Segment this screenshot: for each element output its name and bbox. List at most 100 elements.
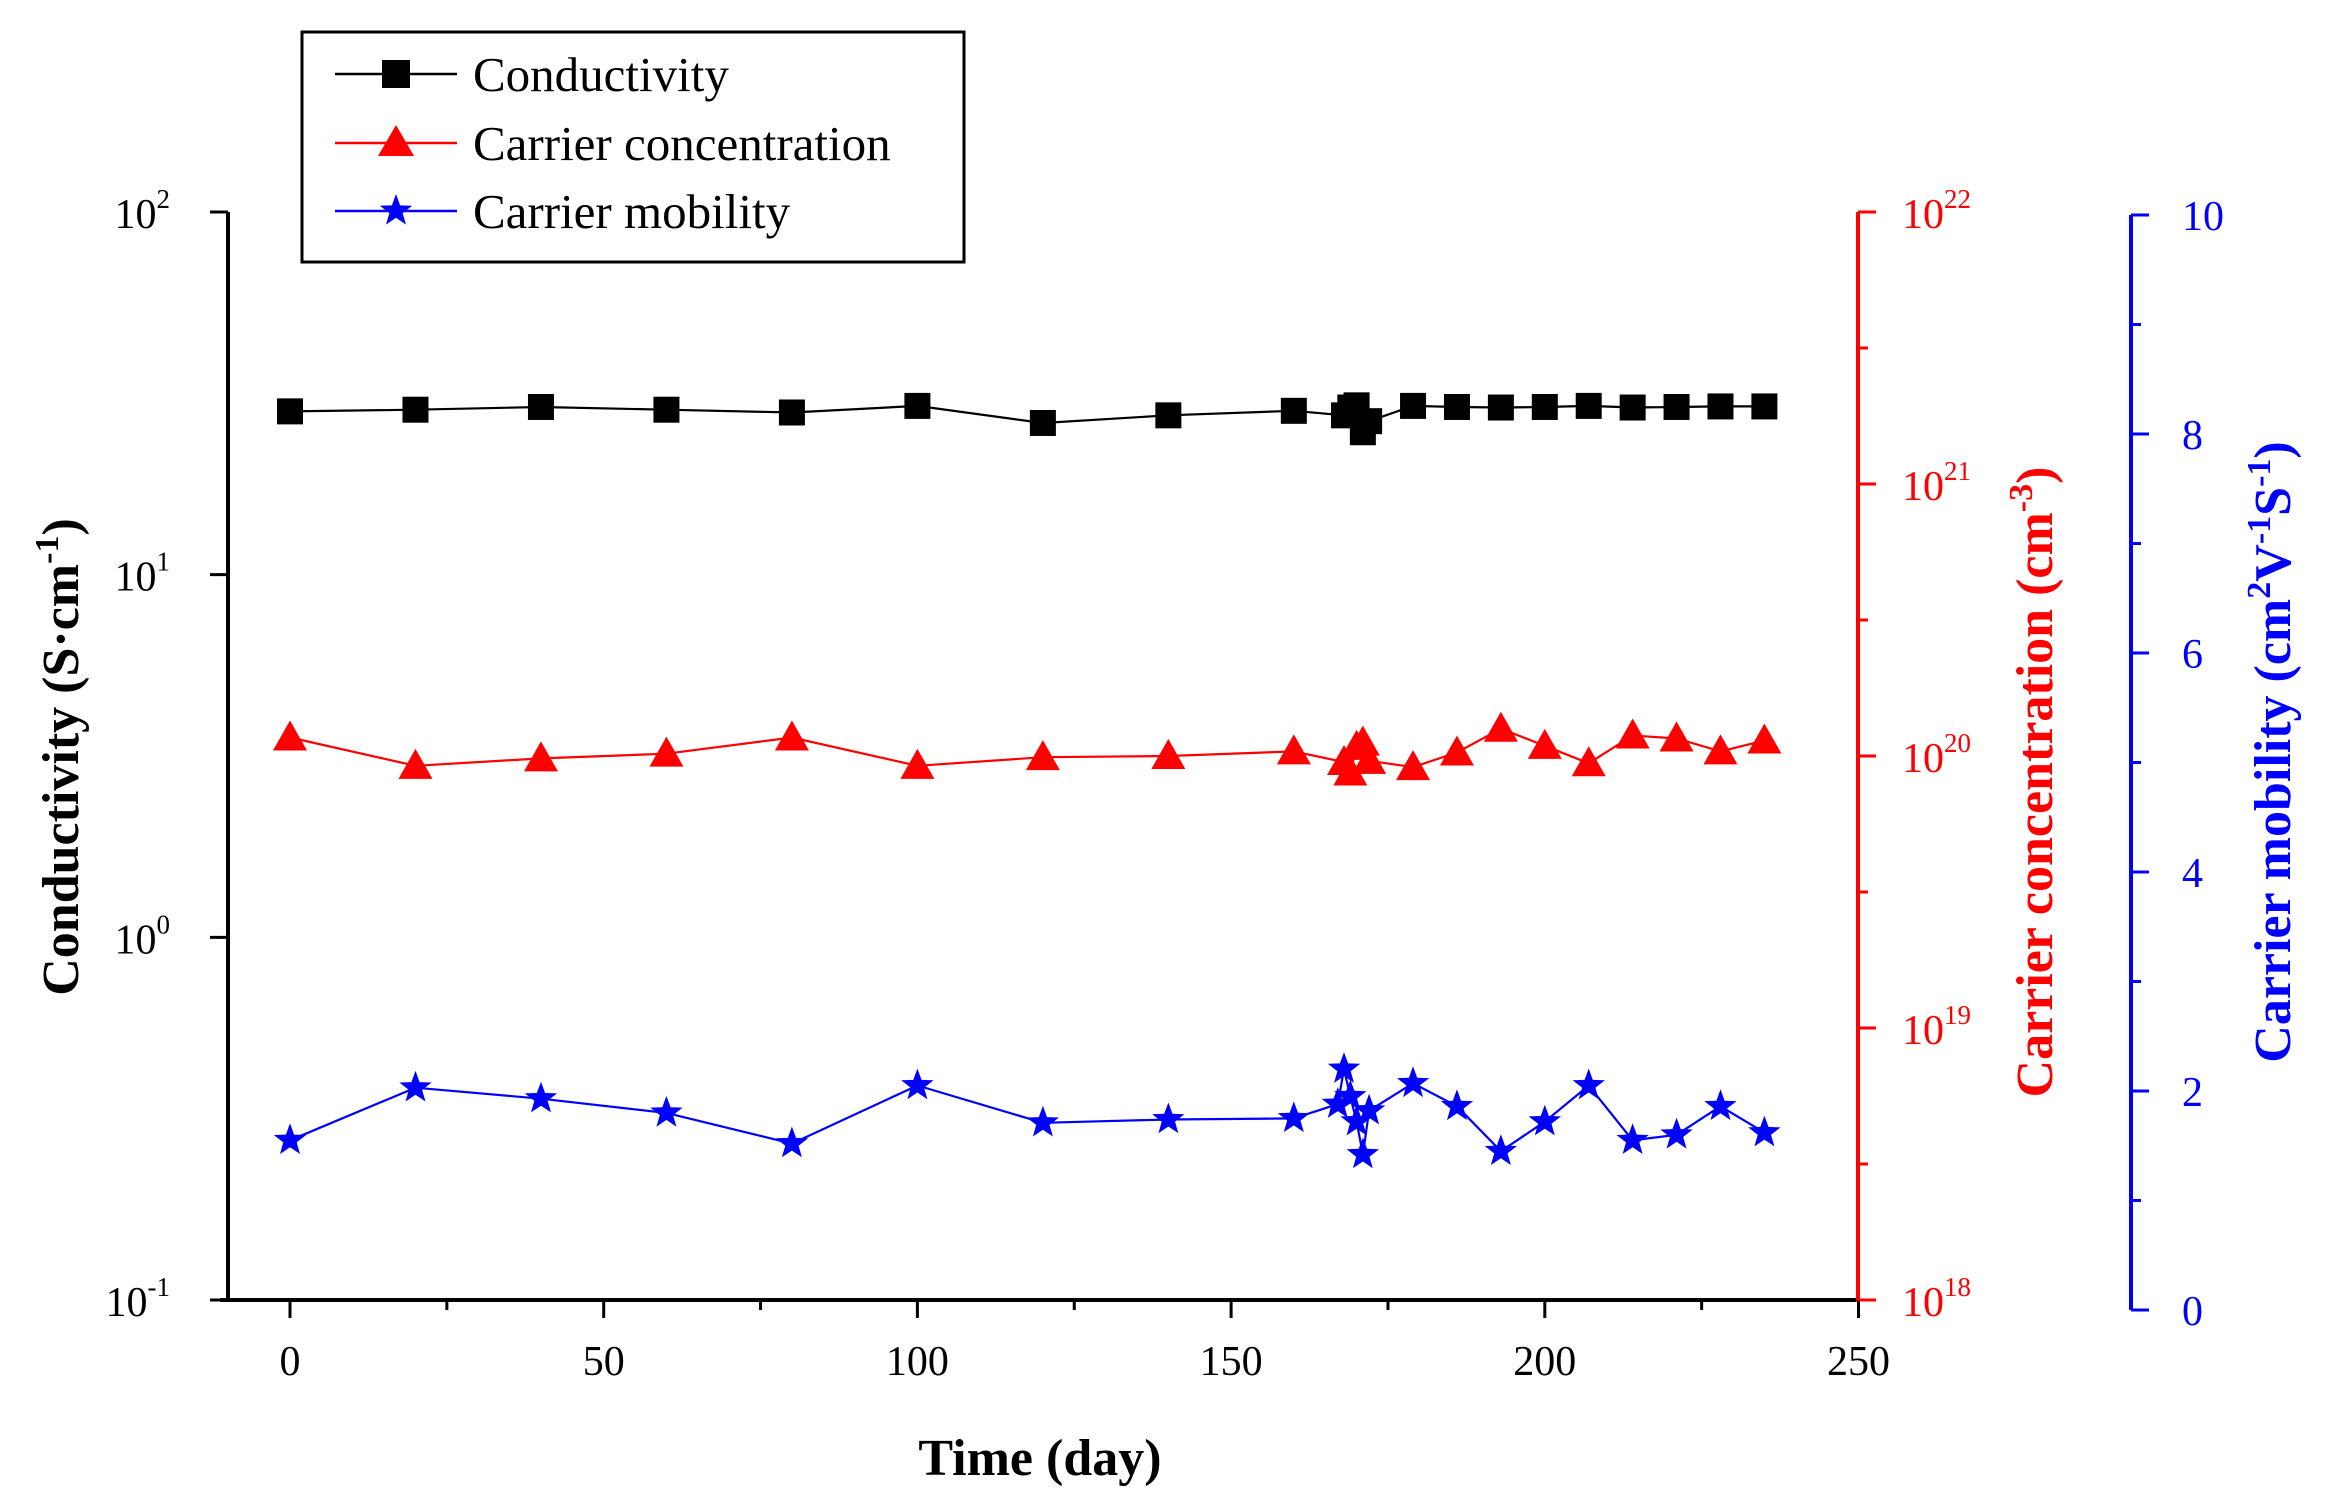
- mobility-point-4: [775, 1126, 809, 1158]
- legend-marker-mobility: [379, 194, 413, 225]
- mob-tick-label-6: 6: [2182, 632, 2203, 678]
- legend-marker-concentration: [378, 125, 414, 156]
- left-tick-exponent: 1: [157, 547, 171, 577]
- x-tick-label-250: 250: [1827, 1339, 1890, 1385]
- concentration-point-6: [1025, 740, 1060, 771]
- conc-tick-label-21: 1021: [1902, 456, 1971, 510]
- mobility-point-9: [1321, 1087, 1354, 1118]
- legend-label-concentration: Carrier concentration: [473, 116, 891, 171]
- mobility-point-2: [524, 1081, 558, 1113]
- x-tick-label-0: 0: [280, 1339, 301, 1385]
- conductivity-point-21: [1707, 393, 1734, 420]
- concentration-point-1: [398, 748, 433, 779]
- concentration-point-15: [1439, 735, 1474, 766]
- mobility-point-17: [1484, 1134, 1517, 1165]
- concentration-point-5: [900, 748, 935, 779]
- left-tick-label-1: 101: [115, 547, 171, 601]
- ticks-layer: 0 50 100 150 200 25010-1100101102101810191020…: [106, 184, 2225, 1385]
- conductivity-point-14: [1400, 392, 1427, 419]
- legend-marker-conductivity: [382, 60, 410, 88]
- series-2: [273, 1052, 1781, 1169]
- mob-tick-label-8: 8: [2182, 413, 2203, 459]
- series-0: [277, 392, 1778, 446]
- concentration-point-17: [1527, 728, 1562, 759]
- mobility-point-20: [1616, 1123, 1649, 1154]
- conc-tick-label-20: 1020: [1902, 728, 1971, 782]
- concentration-point-18: [1571, 746, 1606, 777]
- concentration-point-8: [1276, 734, 1311, 765]
- conductivity-point-19: [1619, 394, 1646, 421]
- mobility-point-8: [1277, 1101, 1310, 1133]
- conductivity-point-16: [1487, 394, 1514, 421]
- conductivity-point-8: [1280, 397, 1307, 424]
- concentration-point-13: [1352, 743, 1387, 774]
- mob-tick-label-0: 0: [2182, 1289, 2203, 1335]
- x-tick-label-100: 100: [886, 1339, 949, 1385]
- concentration-point-20: [1659, 721, 1694, 752]
- conductivity-point-17: [1531, 393, 1558, 420]
- conc-tick-exponent: 21: [1944, 456, 1971, 486]
- concentration-axis-title: Carrier concentration (cm-3): [2003, 467, 2064, 1098]
- mobility-point-6: [1026, 1105, 1059, 1137]
- legend-box: [300, 30, 966, 264]
- mobility-point-14: [1353, 1093, 1386, 1125]
- concentration-point-3: [649, 736, 684, 767]
- conductivity-point-20: [1663, 393, 1690, 420]
- mobility-point-23: [1748, 1115, 1781, 1147]
- conductivity-point-0: [277, 398, 303, 425]
- conductivity-point-7: [1155, 402, 1182, 429]
- series-1: [273, 711, 1782, 786]
- mobility-axis-title: Carrier mobility (cm2V-1S-1): [2241, 441, 2302, 1062]
- left-tick-label--1: 10-1: [106, 1272, 171, 1326]
- left-tick-label-0: 100: [115, 909, 171, 963]
- concentration-point-2: [523, 741, 558, 772]
- mob-tick-label-2: 2: [2182, 1070, 2203, 1116]
- mobility-point-7: [1152, 1102, 1185, 1134]
- mobility-point-21: [1660, 1117, 1693, 1149]
- conductivity-point-6: [1029, 409, 1056, 436]
- concentration-point-0: [273, 720, 307, 751]
- concentration-point-10: [1333, 755, 1368, 786]
- conc-tick-label-22: 1022: [1902, 184, 1971, 238]
- x-tick-label-200: 200: [1513, 1339, 1576, 1385]
- mobility-point-19: [1572, 1068, 1605, 1100]
- mobility-point-11: [1334, 1079, 1367, 1111]
- conc-tick-exponent: 22: [1944, 184, 1971, 214]
- legend: Conductivity Carrier concentration Carri…: [300, 30, 966, 264]
- conc-tick-label-18: 1018: [1902, 1272, 1971, 1326]
- left-tick-exponent: 2: [157, 184, 171, 214]
- concentration-point-4: [774, 720, 809, 751]
- left-tick-exponent: -1: [148, 1272, 171, 1302]
- mobility-point-0: [273, 1123, 307, 1154]
- mobility-point-5: [901, 1068, 934, 1100]
- mobility-point-13: [1346, 1137, 1379, 1169]
- conductivity-point-4: [778, 399, 805, 426]
- left-tick-exponent: 0: [157, 909, 171, 939]
- series-layer: [273, 392, 1782, 1169]
- concentration-point-21: [1703, 734, 1738, 765]
- conductivity-point-22: [1751, 393, 1778, 420]
- conc-tick-label-19: 1019: [1902, 1000, 1971, 1054]
- mobility-point-10: [1327, 1052, 1361, 1083]
- left-tick-label-2: 102: [115, 184, 171, 238]
- conductivity-point-13: [1356, 408, 1383, 435]
- left-axis-title: Conductivity (S·cm-1): [29, 518, 90, 996]
- concentration-point-14: [1396, 750, 1431, 781]
- conductivity-point-3: [653, 396, 680, 423]
- concentration-point-22: [1747, 723, 1782, 754]
- mobility-point-16: [1440, 1089, 1474, 1121]
- conc-tick-exponent: 20: [1944, 728, 1971, 758]
- mobility-point-15: [1396, 1066, 1430, 1098]
- legend-label-mobility: Carrier mobility: [473, 184, 791, 239]
- conductivity-point-2: [527, 393, 554, 420]
- conductivity-point-18: [1575, 392, 1602, 419]
- mobility-point-22: [1704, 1089, 1737, 1121]
- conc-tick-exponent: 19: [1944, 1000, 1971, 1030]
- legend-label-conductivity: Conductivity: [473, 47, 729, 102]
- concentration-point-16: [1483, 711, 1518, 742]
- mobility-point-1: [399, 1070, 432, 1102]
- mobility-point-12: [1340, 1104, 1373, 1136]
- conc-tick-exponent: 18: [1944, 1272, 1971, 1302]
- conductivity-point-5: [904, 392, 931, 419]
